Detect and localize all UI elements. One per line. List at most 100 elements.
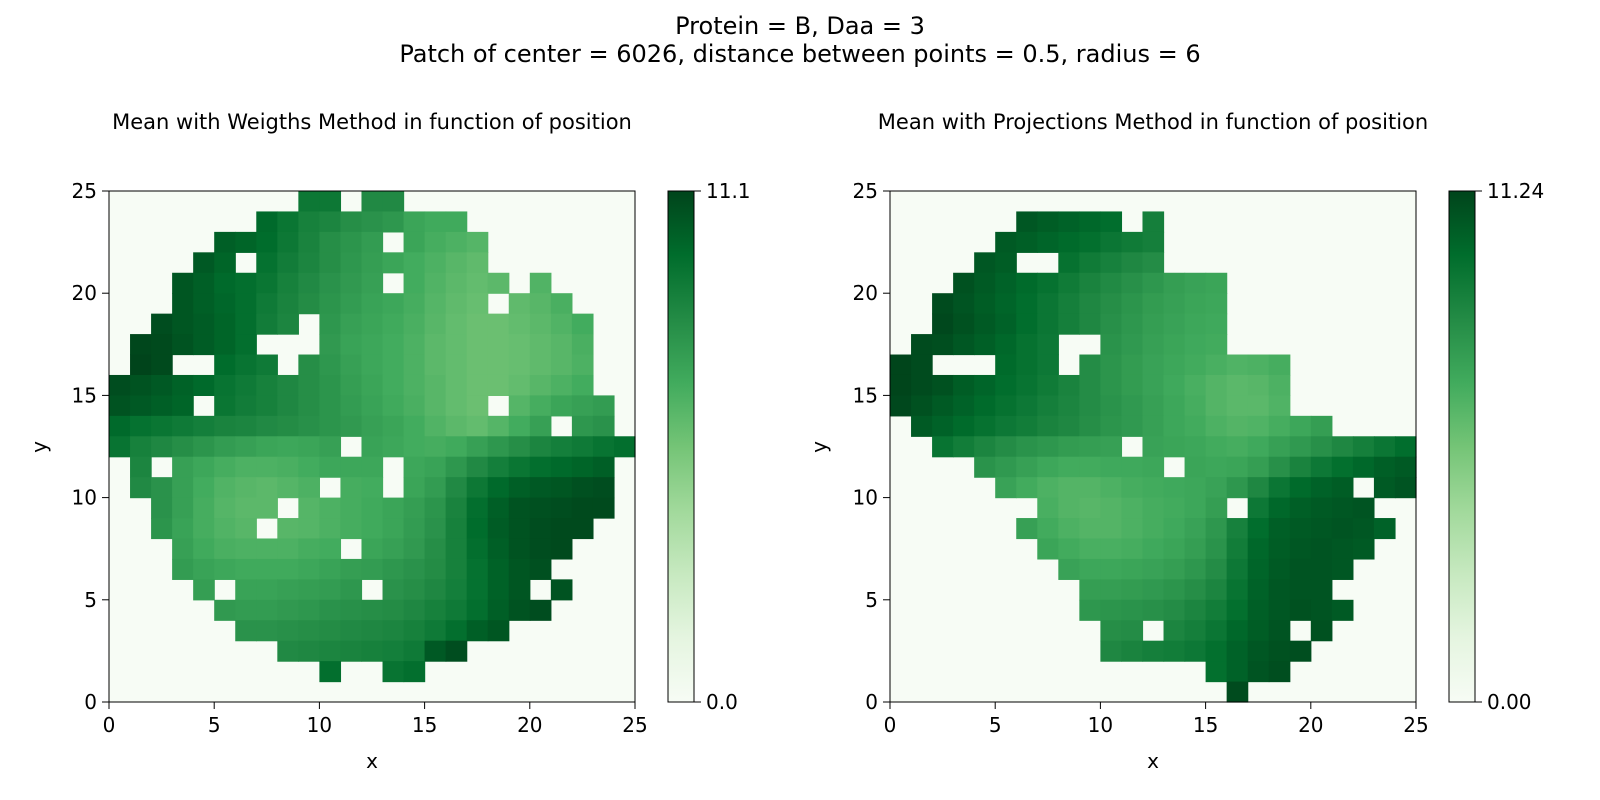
heatmap-cell: [424, 374, 447, 396]
heatmap-cell: [151, 518, 173, 540]
y-tick-label: 0: [84, 690, 97, 714]
heatmap-cell: [1100, 374, 1123, 396]
heatmap-cell: [256, 374, 278, 396]
heatmap-cell: [1394, 477, 1417, 499]
heatmap-cell: [319, 252, 342, 274]
heatmap-cell: [277, 415, 299, 437]
heatmap-cell: [571, 374, 594, 396]
x-axis-label-weights: x: [366, 749, 378, 773]
heatmap-cell: [424, 579, 447, 601]
heatmap-cell: [529, 313, 552, 335]
heatmap-cell: [319, 640, 342, 662]
heatmap-cell: [319, 313, 342, 335]
heatmap-cell: [1142, 374, 1165, 396]
heatmap-cell: [911, 334, 933, 356]
heatmap-cell: [529, 436, 552, 458]
heatmap-cell: [508, 518, 531, 540]
heatmap-cell: [953, 395, 975, 417]
heatmap-cell: [1289, 518, 1312, 540]
heatmap-cell: [445, 518, 468, 540]
heatmap-cell: [1079, 415, 1101, 437]
heatmap-cell: [130, 456, 152, 478]
heatmap-cell: [1289, 477, 1312, 499]
heatmap-cell: [1289, 497, 1312, 519]
heatmap-cell: [340, 334, 363, 356]
heatmap-cell: [1058, 456, 1080, 478]
heatmap-cell: [298, 579, 320, 601]
heatmap-cell: [974, 395, 996, 417]
heatmap-cell: [109, 395, 131, 417]
heatmap-cell: [214, 436, 236, 458]
heatmap-cell: [403, 538, 426, 560]
heatmap-cell: [529, 374, 552, 396]
heatmap-cell: [1163, 334, 1186, 356]
colorbar-tick-label: 0.00: [1487, 690, 1532, 714]
heatmap-cell: [403, 558, 426, 580]
heatmap-cell: [592, 497, 615, 519]
heatmap-cell: [974, 313, 996, 335]
heatmap-cell: [911, 374, 933, 396]
colorbar-gradient: [1448, 190, 1476, 703]
heatmap-cell: [151, 497, 173, 519]
heatmap-cell: [1079, 497, 1101, 519]
heatmap-cell: [382, 293, 405, 315]
heatmap-cell: [382, 620, 405, 642]
heatmap-cell: [319, 558, 342, 580]
heatmap-cell: [235, 231, 257, 253]
heatmap-cell: [1100, 620, 1123, 642]
heatmap-cell: [235, 579, 257, 601]
heatmap-cell: [508, 374, 531, 396]
heatmap-cell: [403, 640, 426, 662]
heatmap-cell: [298, 599, 320, 621]
heatmap-cell: [1037, 293, 1059, 315]
heatmap-cell: [487, 272, 510, 294]
heatmap-cell: [550, 538, 573, 560]
heatmap-cell: [424, 640, 447, 662]
heatmap-cell: [592, 415, 615, 437]
heatmap-cell: [466, 374, 489, 396]
heatmap-cell: [361, 640, 384, 662]
heatmap-cell: [1016, 456, 1038, 478]
heatmap-cell: [529, 477, 552, 499]
heatmap-cell: [382, 211, 405, 233]
heatmap-cell: [235, 518, 257, 540]
heatmap-cell: [1142, 293, 1165, 315]
heatmap-cell: [1079, 272, 1101, 294]
heatmap-cell: [1268, 497, 1291, 519]
heatmap-cell: [1121, 374, 1144, 396]
heatmap-cell: [361, 456, 384, 478]
heatmap-cell: [1226, 395, 1249, 417]
heatmap-cell: [256, 313, 278, 335]
heatmap-cell: [1247, 354, 1270, 376]
heatmap-cell: [1016, 374, 1038, 396]
heatmap-cell: [1226, 599, 1249, 621]
heatmap-cell: [361, 558, 384, 580]
heatmap-cell: [424, 436, 447, 458]
heatmap-cell: [403, 477, 426, 499]
heatmap-cell: [571, 415, 594, 437]
colorbar-gradient: [667, 190, 695, 703]
heatmap-cell: [1352, 518, 1375, 540]
heatmap-cell: [1226, 518, 1249, 540]
heatmap-cell: [487, 538, 510, 560]
heatmap-cell: [1121, 497, 1144, 519]
heatmap-cell: [1163, 436, 1186, 458]
heatmap-cell: [277, 313, 299, 335]
heatmap-cell: [424, 415, 447, 437]
x-tick-label: 15: [1193, 713, 1218, 737]
heatmap-cell: [1100, 293, 1123, 315]
heatmap-cell: [1247, 374, 1270, 396]
heatmap-cell: [550, 334, 573, 356]
heatmap-cell: [466, 415, 489, 437]
heatmap-cell: [172, 272, 194, 294]
heatmap-cell: [1289, 640, 1312, 662]
heatmap-cell: [277, 620, 299, 642]
heatmap-cell: [550, 497, 573, 519]
heatmap-cell: [1142, 211, 1165, 233]
heatmap-cell: [1163, 558, 1186, 580]
heatmap-cell: [319, 436, 342, 458]
heatmap-cell: [298, 354, 320, 376]
heatmap-cell: [193, 436, 215, 458]
heatmap-cell: [214, 334, 236, 356]
heatmap-cell: [361, 415, 384, 437]
